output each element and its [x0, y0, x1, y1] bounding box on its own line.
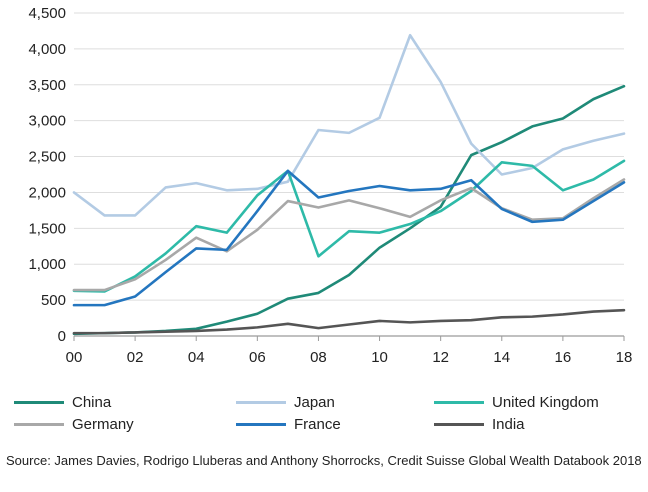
- y-tick-label: 0: [58, 328, 66, 345]
- x-tick-label: 04: [188, 349, 205, 366]
- x-tick-label: 06: [249, 349, 266, 366]
- legend-label-united-kingdom: United Kingdom: [492, 393, 599, 411]
- series-line-india: [72, 308, 626, 335]
- legend-item-china: China: [14, 392, 111, 412]
- legend-swatch-china: [14, 400, 64, 404]
- series-line-japan: [72, 33, 626, 217]
- x-tick-label: 10: [371, 349, 388, 366]
- y-tick-label: 4,000: [28, 41, 66, 58]
- legend-swatch-germany: [14, 422, 64, 426]
- legend-swatch-india: [434, 422, 484, 426]
- legend-label-india: India: [492, 415, 525, 433]
- legend-item-india: India: [434, 414, 525, 434]
- x-axis-ticks: 00 02 04 06 08 10 12 14 16 18: [66, 336, 633, 366]
- x-tick-label: 18: [616, 349, 633, 366]
- source-note: Source: James Davies, Rodrigo Lluberas a…: [6, 453, 642, 468]
- x-tick-label: 14: [493, 349, 510, 366]
- y-tick-label: 4,500: [28, 5, 66, 22]
- y-tick-label: 1,500: [28, 220, 66, 237]
- y-tick-label: 500: [41, 292, 66, 309]
- series-line-france: [72, 169, 626, 307]
- x-tick-label: 08: [310, 349, 327, 366]
- x-tick-label: 02: [127, 349, 144, 366]
- legend-swatch-japan: [236, 400, 286, 404]
- series-line-germany: [72, 178, 626, 292]
- line-chart: 0 500 1,000 1,500 2,000 2,500 3,000 3,500 4,000 4…: [28, 5, 633, 366]
- x-tick-label: 16: [555, 349, 572, 366]
- legend-label-germany: Germany: [72, 415, 134, 433]
- y-tick-label: 2,000: [28, 184, 66, 201]
- legend-item-japan: Japan: [236, 392, 335, 412]
- y-tick-label: 1,000: [28, 256, 66, 273]
- y-tick-label: 2,500: [28, 149, 66, 166]
- series-lines: [72, 33, 626, 336]
- legend-item-france: France: [236, 414, 341, 434]
- legend-label-china: China: [72, 393, 112, 411]
- legend-label-france: France: [294, 415, 341, 433]
- legend: China Japan United Kingdom Germany Franc…: [14, 390, 634, 442]
- x-tick-label: 00: [66, 349, 83, 366]
- series-line-china: [72, 84, 626, 336]
- series-line-united-kingdom: [72, 159, 626, 293]
- legend-label-japan: Japan: [294, 393, 335, 411]
- grid-lines: [74, 12, 624, 337]
- x-tick-label: 12: [432, 349, 449, 366]
- legend-item-united-kingdom: United Kingdom: [434, 392, 599, 412]
- y-axis-ticks: 0 500 1,000 1,500 2,000 2,500 3,000 3,500 4,000 4…: [28, 5, 66, 345]
- y-tick-label: 3,500: [28, 77, 66, 94]
- y-tick-label: 3,000: [28, 113, 66, 130]
- legend-swatch-france: [236, 422, 286, 426]
- legend-item-germany: Germany: [14, 414, 134, 434]
- legend-swatch-united-kingdom: [434, 400, 484, 404]
